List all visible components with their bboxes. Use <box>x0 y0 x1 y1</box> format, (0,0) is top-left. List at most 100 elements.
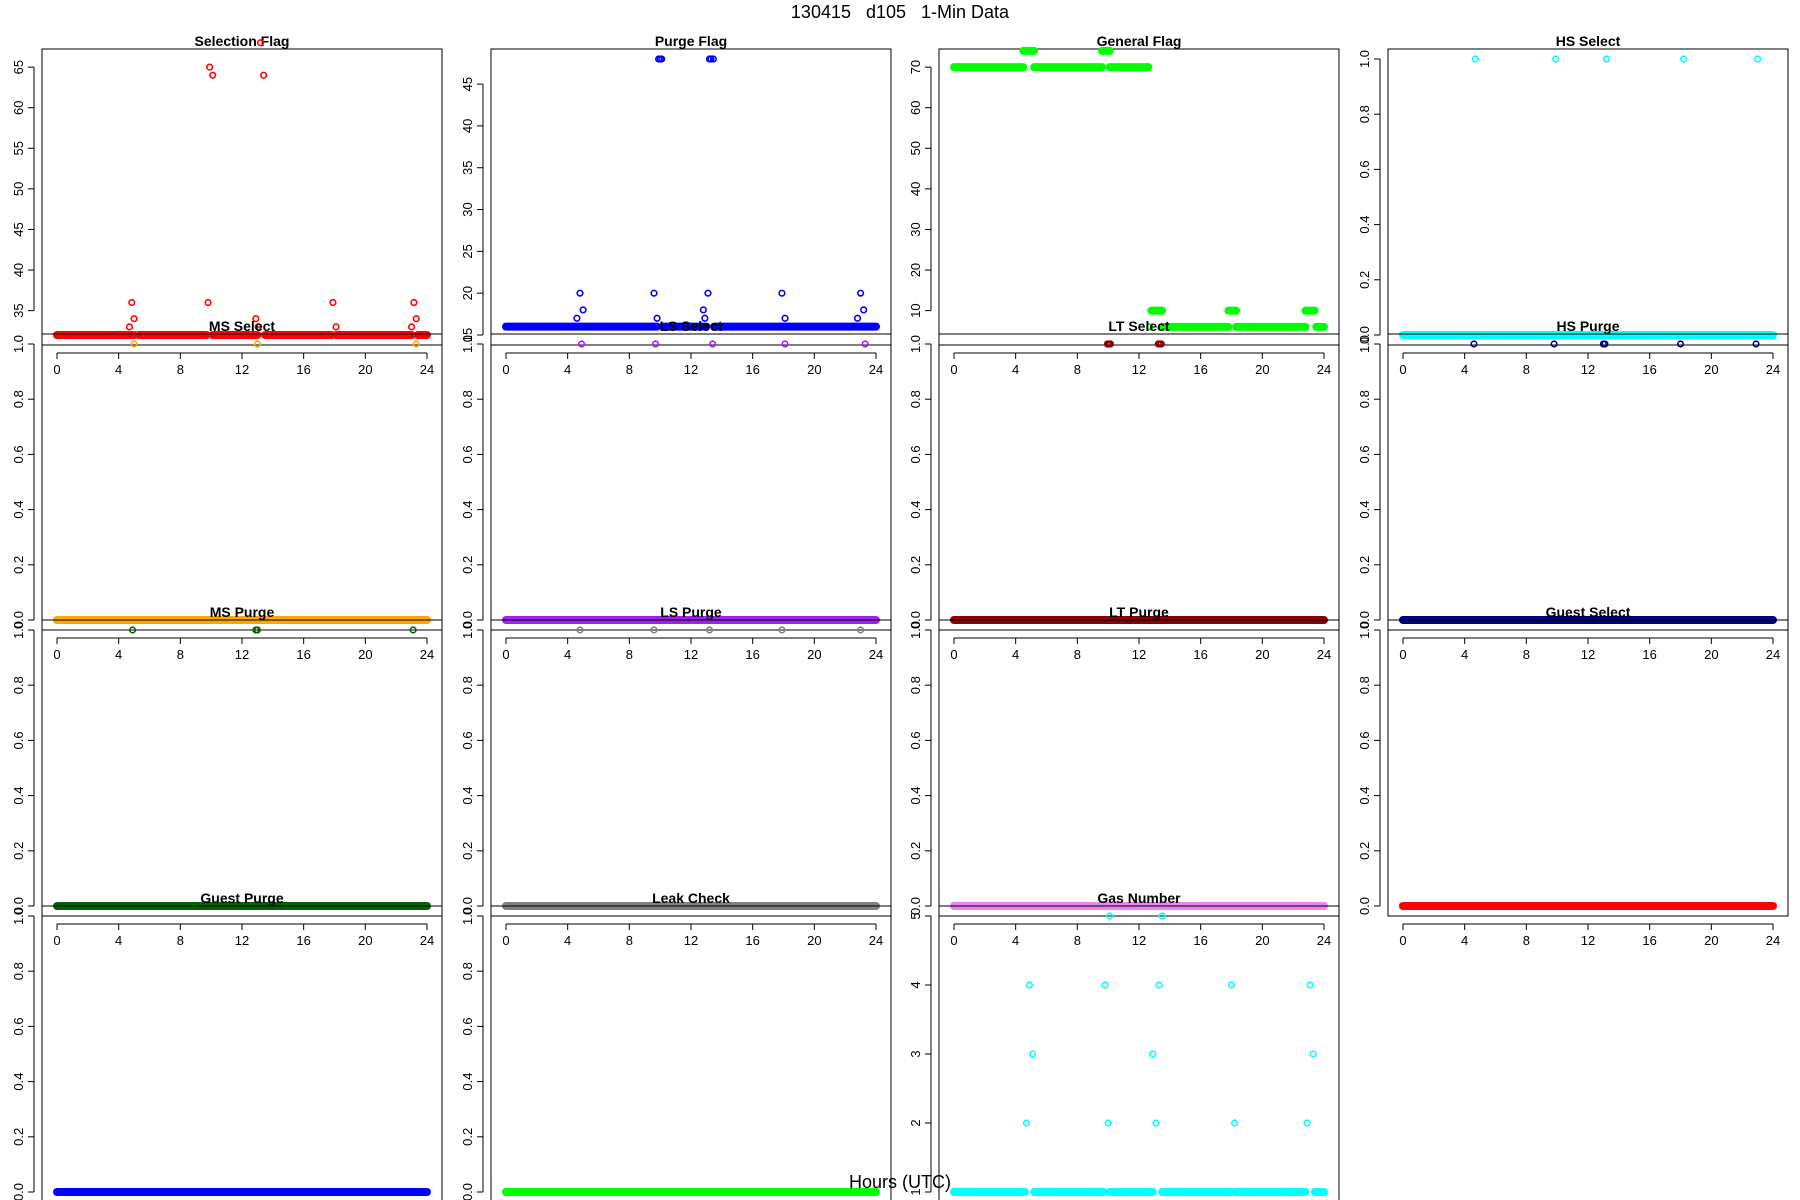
x-tick-label: 12 <box>684 647 698 662</box>
data-point <box>256 39 265 47</box>
data-point <box>778 626 786 634</box>
panel-gas-number: Gas Number0481216202412345 <box>908 890 1340 1200</box>
y-tick-label: 0.8 <box>1357 105 1372 123</box>
y-tick-label: 0.2 <box>908 842 923 860</box>
plot-frame <box>1387 48 1789 346</box>
data-point <box>699 306 707 314</box>
data-point <box>329 298 337 307</box>
x-tick-label: 8 <box>1074 362 1081 377</box>
data-point <box>650 626 658 634</box>
y-tick-label: 35 <box>460 160 475 174</box>
data-point <box>1552 55 1560 63</box>
data-point <box>709 55 717 63</box>
y-tick-label: 0.4 <box>1357 501 1372 519</box>
x-tick-label: 4 <box>1012 362 1019 377</box>
data-point <box>1155 981 1163 989</box>
panel-title: Guest Select <box>1546 604 1631 620</box>
x-tick-label: 12 <box>1132 933 1146 948</box>
y-tick-label: 0.4 <box>908 501 923 519</box>
y-tick-label: 0.2 <box>1357 556 1372 574</box>
y-tick-label: 60 <box>908 100 923 114</box>
y-tick-label: 0.6 <box>11 1017 26 1035</box>
x-tick-label: 20 <box>807 647 821 662</box>
data-point <box>781 340 789 348</box>
data-point <box>1158 912 1166 920</box>
y-tick-label: 25 <box>460 244 475 258</box>
data-point <box>860 306 868 314</box>
data-point <box>856 289 865 297</box>
y-tick-label: 0.6 <box>11 445 26 463</box>
y-tick-label: 70 <box>908 60 923 74</box>
x-tick-label: 12 <box>1132 647 1146 662</box>
x-tick-label: 24 <box>420 933 434 948</box>
data-point <box>705 626 714 634</box>
y-tick-label: 0.4 <box>460 1073 475 1091</box>
x-tick-label: 4 <box>1012 647 1019 662</box>
data-point <box>128 298 136 307</box>
x-tick-label: 16 <box>1642 933 1656 948</box>
x-tick-label: 24 <box>420 362 434 377</box>
x-tick-label: 20 <box>358 647 372 662</box>
y-tick-label: 30 <box>460 202 475 216</box>
data-point <box>576 626 584 634</box>
y-tick-label: 0.6 <box>460 731 475 749</box>
y-tick-label: 0.0 <box>11 611 26 629</box>
data-point <box>1753 55 1762 63</box>
x-tick-label: 12 <box>1132 362 1146 377</box>
x-tick-label: 24 <box>420 647 434 662</box>
panel-leak-check: Leak Check 0 4 8 12 16 20 24 0.0 0.2 0.4 0.6 0.8 1.0 <box>460 890 892 1200</box>
y-tick-label: 20 <box>460 286 475 300</box>
y-tick-label: 0.4 <box>11 501 26 519</box>
data-point <box>1303 1119 1311 1127</box>
x-tick-label: 16 <box>1642 362 1656 377</box>
data-point <box>1676 340 1685 348</box>
x-tick-label: 16 <box>1193 933 1207 948</box>
x-tick-label: 24 <box>1766 933 1780 948</box>
y-tick-label: 0.0 <box>460 897 475 915</box>
y-tick-label: 15 <box>460 328 475 342</box>
x-tick-label: 8 <box>1074 647 1081 662</box>
y-tick-label: 0.0 <box>11 897 26 915</box>
panel-title: LT Purge <box>1109 604 1169 620</box>
x-tick-label: 24 <box>1317 933 1331 948</box>
x-tick-label: 12 <box>1581 647 1595 662</box>
y-tick-label: 2 <box>908 1119 923 1126</box>
y-tick-label: 40 <box>11 263 26 277</box>
x-tick-label: 0 <box>1399 933 1406 948</box>
y-tick-label: 0.4 <box>11 1073 26 1091</box>
x-tick-label: 20 <box>1255 933 1269 948</box>
x-tick-label: 8 <box>1523 933 1530 948</box>
page-title: 130415 d105 1-Min Data <box>790 2 1010 22</box>
data-point <box>1309 1050 1317 1058</box>
x-tick-label: 0 <box>53 362 60 377</box>
y-tick-label: 0.0 <box>1357 611 1372 629</box>
data-point <box>128 626 137 634</box>
data-point <box>259 71 268 79</box>
y-tick-label: 0.2 <box>460 842 475 860</box>
plot-frame <box>41 619 443 917</box>
data-point <box>707 55 715 63</box>
x-axis-label: Hours (UTC) <box>849 1172 951 1192</box>
data-point <box>1149 1050 1157 1058</box>
panel-title: MS Purge <box>210 604 275 620</box>
data-point <box>1104 1119 1112 1127</box>
y-tick-label: 0.0 <box>1357 326 1372 344</box>
y-tick-label: 0.0 <box>11 1183 26 1200</box>
x-tick-label: 4 <box>115 933 122 948</box>
data-point <box>1230 1119 1239 1127</box>
plot-frame <box>490 619 892 917</box>
x-tick-label: 20 <box>358 933 372 948</box>
y-tick-label: 0.6 <box>1357 445 1372 463</box>
data-point <box>254 323 262 331</box>
data-point <box>332 323 340 331</box>
y-tick-label: 10 <box>908 303 923 317</box>
x-tick-label: 0 <box>950 362 957 377</box>
plot-frame <box>490 333 892 631</box>
x-tick-label: 8 <box>626 933 633 948</box>
y-tick-label: 1.0 <box>460 907 475 925</box>
y-tick-label: 0.6 <box>1357 731 1372 749</box>
data-point <box>708 340 717 348</box>
x-tick-label: 12 <box>684 933 698 948</box>
plot-frame <box>490 48 892 346</box>
